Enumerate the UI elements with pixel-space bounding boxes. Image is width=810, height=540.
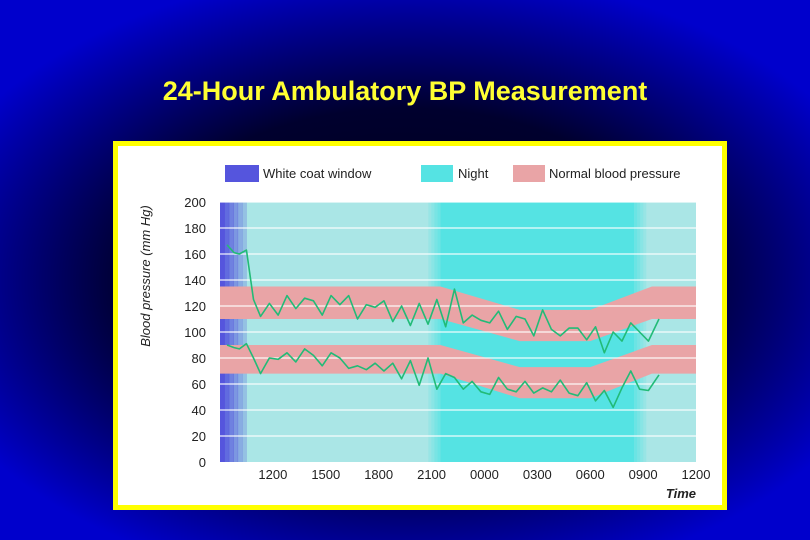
- x-axis-label: Time: [666, 486, 696, 501]
- x-tick-label: 1800: [364, 467, 393, 482]
- x-tick-label: 1500: [311, 467, 340, 482]
- legend-label-night: Night: [458, 166, 489, 181]
- legend-swatch-normal-bp: [513, 165, 545, 182]
- y-tick-label: 80: [192, 351, 206, 366]
- y-tick-label: 60: [192, 377, 206, 392]
- y-tick-label: 200: [184, 195, 206, 210]
- x-tick-label: 1200: [258, 467, 287, 482]
- legend-label-white-coat: White coat window: [263, 166, 372, 181]
- y-tick-label: 0: [199, 455, 206, 470]
- y-tick-label: 20: [192, 429, 206, 444]
- slide-title: 24-Hour Ambulatory BP Measurement: [162, 76, 648, 106]
- y-tick-label: 120: [184, 299, 206, 314]
- x-tick-label: 2100: [417, 467, 446, 482]
- bp-chart: 0 20 40 60 80 100 120 140 160 180 200 1200 1500 1800…: [138, 165, 711, 501]
- x-tick-label: 0000: [470, 467, 499, 482]
- y-tick-label: 140: [184, 273, 206, 288]
- y-tick-label: 100: [184, 325, 206, 340]
- legend-swatch-white-coat: [225, 165, 259, 182]
- bp-line-diastolic: [226, 342, 660, 409]
- y-axis-label: Blood pressure (mm Hg): [138, 205, 153, 347]
- bp-line-systolic: [226, 244, 660, 354]
- chart-panel: 0 20 40 60 80 100 120 140 160 180 200 1200 1500 1800…: [113, 141, 727, 510]
- x-tick-label: 0300: [523, 467, 552, 482]
- y-tick-label: 160: [184, 247, 206, 262]
- x-tick-label: 1200: [682, 467, 711, 482]
- y-tick-label: 180: [184, 221, 206, 236]
- legend-swatch-night: [421, 165, 453, 182]
- legend-label-normal-bp: Normal blood pressure: [549, 166, 681, 181]
- y-tick-label: 40: [192, 403, 206, 418]
- x-tick-label: 0600: [576, 467, 605, 482]
- x-tick-label: 0900: [629, 467, 658, 482]
